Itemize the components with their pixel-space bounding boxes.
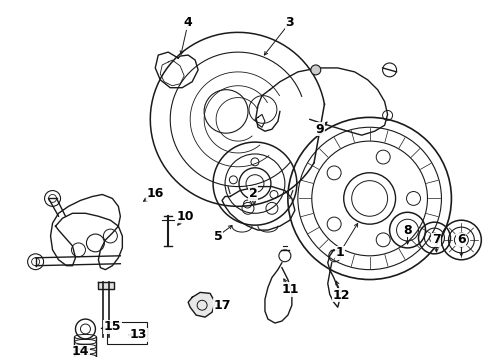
- Text: 17: 17: [213, 299, 231, 312]
- Text: 3: 3: [286, 16, 294, 29]
- Text: 4: 4: [184, 16, 193, 29]
- Text: 12: 12: [333, 289, 350, 302]
- Polygon shape: [188, 292, 215, 317]
- Text: 11: 11: [281, 283, 298, 296]
- Text: 16: 16: [147, 187, 164, 200]
- Text: 9: 9: [316, 123, 324, 136]
- Text: 10: 10: [176, 210, 194, 223]
- Text: 1: 1: [335, 246, 344, 259]
- Text: 14: 14: [72, 345, 89, 358]
- Text: 15: 15: [103, 320, 121, 333]
- Text: 8: 8: [403, 224, 412, 237]
- Text: 5: 5: [214, 230, 222, 243]
- Text: 13: 13: [130, 328, 147, 341]
- Text: 2: 2: [248, 187, 257, 200]
- Polygon shape: [98, 283, 114, 289]
- Text: 6: 6: [457, 234, 465, 247]
- Circle shape: [311, 65, 321, 75]
- Text: 7: 7: [432, 234, 441, 247]
- Bar: [107, 322, 147, 344]
